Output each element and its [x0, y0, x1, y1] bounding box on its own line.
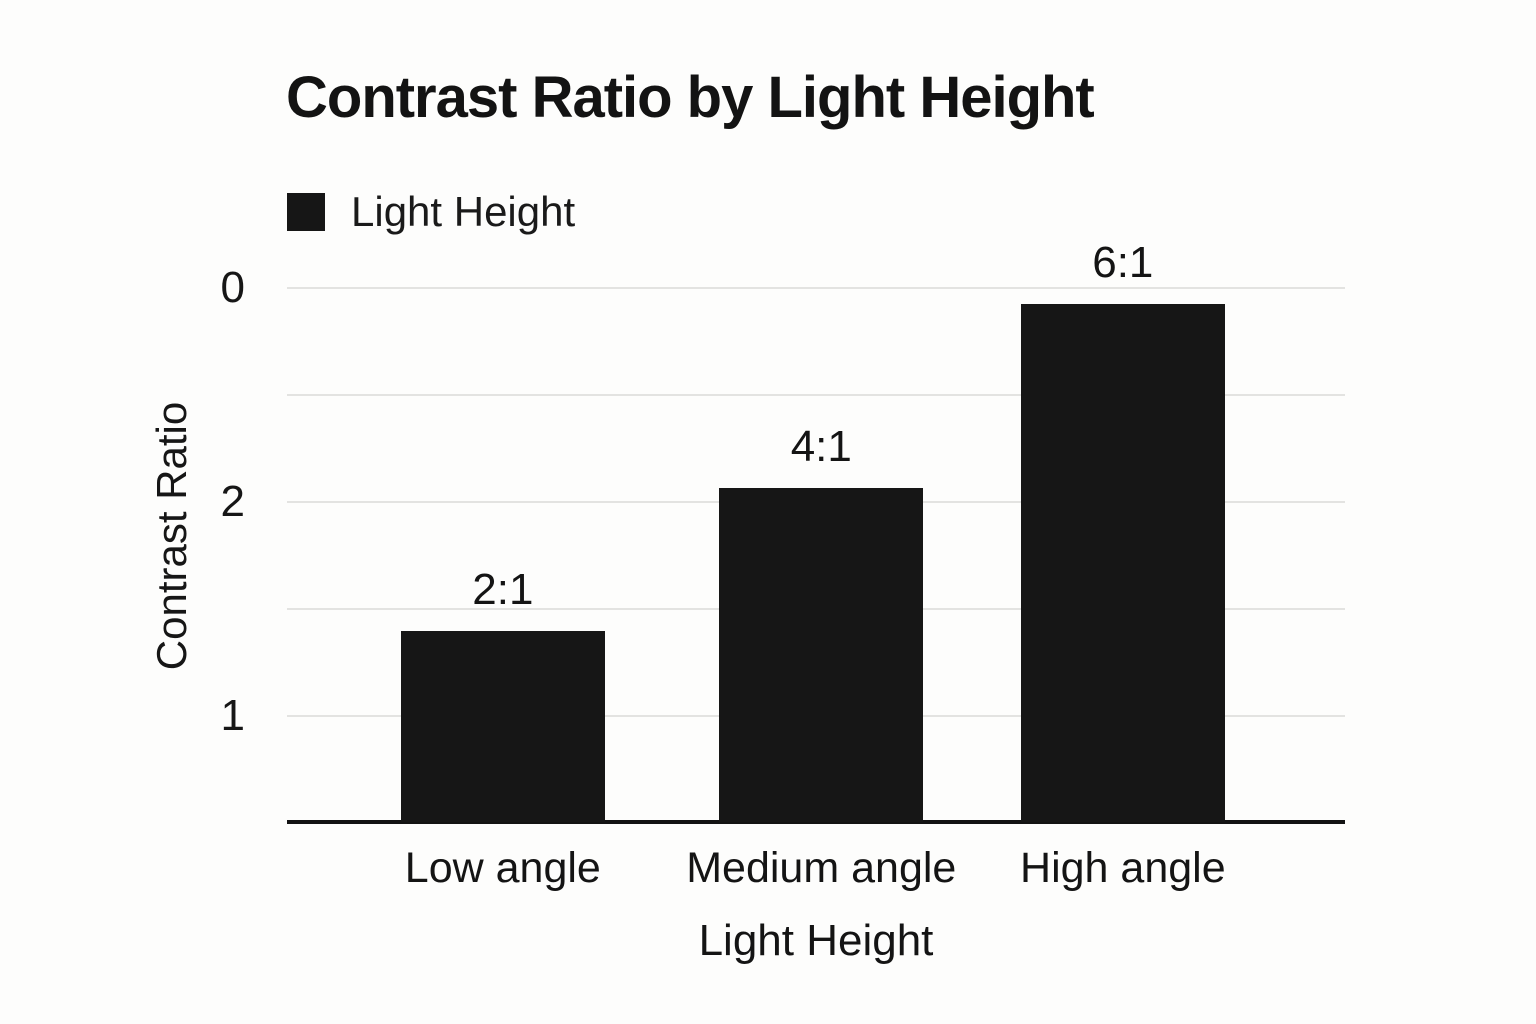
x-axis-line — [287, 820, 1345, 824]
bar-medium-angle — [719, 487, 924, 822]
x-category-label: Low angle — [404, 844, 601, 892]
bar-high-angle — [1020, 304, 1225, 822]
y-tick-label: 1 — [220, 691, 245, 740]
legend-swatch-icon — [287, 193, 325, 231]
bar-value-label: 2:1 — [472, 565, 534, 615]
y-tick-label: 0 — [220, 263, 245, 312]
y-axis-title: Contrast Ratio — [148, 401, 195, 671]
bar-value-label: 6:1 — [1092, 238, 1154, 288]
x-category-label: Medium angle — [686, 844, 957, 892]
x-axis-title: Light Height — [698, 916, 934, 965]
plot-area: 0 2 1 2:1 Low angle 4:1 Medium angle 6:1 High an… — [221, 238, 1345, 892]
gridline — [287, 287, 1345, 289]
gridline — [287, 394, 1345, 396]
chart-title: Contrast Ratio by Light Height — [286, 65, 1095, 130]
x-category-label: High angle — [1020, 844, 1226, 892]
bar-low-angle — [400, 631, 605, 822]
legend-label: Light Height — [351, 188, 576, 235]
bar-value-label: 4:1 — [790, 421, 852, 471]
y-tick-label: 2 — [220, 477, 245, 526]
legend: Light Height — [287, 188, 575, 236]
